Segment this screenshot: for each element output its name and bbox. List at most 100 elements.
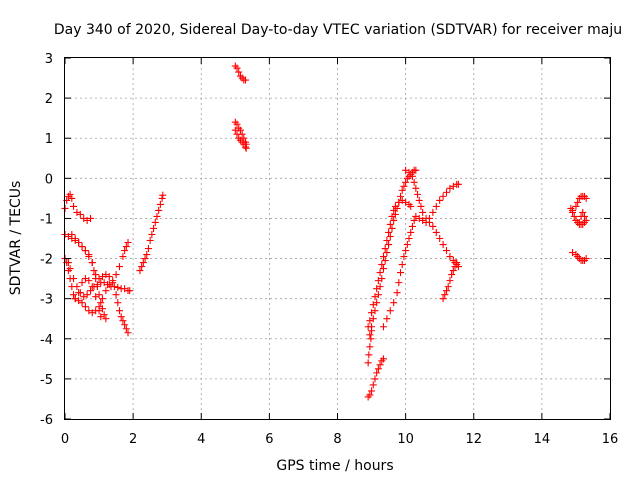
data-point (453, 259, 461, 267)
data-point (436, 235, 444, 242)
data-point (429, 222, 437, 230)
data-point (138, 263, 146, 271)
data-point (451, 263, 459, 271)
data-point (367, 335, 375, 343)
data-point (448, 271, 456, 279)
data-point (87, 214, 95, 222)
data-point (408, 172, 416, 180)
data-point (398, 261, 406, 269)
data-point (87, 287, 95, 295)
data-point (412, 184, 420, 192)
data-point (405, 235, 413, 242)
data-point (368, 387, 376, 395)
data-point (400, 253, 408, 261)
data-point (146, 237, 154, 245)
data-point (366, 343, 374, 351)
data-point (569, 206, 577, 214)
data-point (233, 64, 241, 72)
data-point (83, 291, 91, 299)
data-point (373, 369, 381, 377)
data-point (78, 299, 86, 307)
data-point (572, 202, 580, 210)
data-point (410, 178, 418, 186)
data-point (102, 315, 110, 323)
x-tick-label: 2 (129, 432, 137, 447)
data-point (365, 351, 373, 359)
data-point (124, 239, 132, 247)
data-series (231, 62, 250, 84)
data-point (81, 303, 89, 311)
data-series (569, 192, 590, 214)
data-point (381, 245, 389, 253)
x-tick-label: 6 (265, 432, 273, 447)
y-tick-label: -2 (40, 253, 53, 268)
data-point (439, 241, 447, 249)
data-point (403, 241, 411, 249)
data-point (71, 295, 79, 303)
data-point (70, 202, 78, 210)
data-point (155, 206, 163, 214)
data-point (582, 216, 590, 224)
data-point (231, 126, 239, 134)
data-series (231, 126, 250, 152)
data-point (235, 68, 243, 76)
data-point (78, 243, 86, 251)
data-point (444, 283, 452, 291)
data-point (379, 323, 387, 331)
data-point (383, 237, 391, 245)
x-tick-label: 0 (61, 432, 69, 447)
data-point (580, 212, 588, 220)
data-point (85, 277, 93, 285)
y-tick-label: 1 (45, 132, 53, 147)
data-point (78, 279, 86, 287)
data-point (143, 251, 151, 259)
data-point (156, 200, 164, 208)
data-point (66, 190, 74, 198)
data-point (85, 251, 93, 259)
data-series (439, 259, 461, 303)
y-tick-label: 2 (45, 92, 53, 107)
data-point (88, 259, 96, 267)
data-point (141, 255, 149, 263)
data-point (119, 317, 127, 325)
y-axis-label: SDTVAR / TECUs (8, 181, 24, 296)
data-series (136, 191, 167, 275)
data-series (575, 208, 590, 226)
data-point (407, 228, 415, 236)
data-series (68, 230, 132, 337)
data-point (393, 289, 401, 297)
data-point (98, 295, 106, 303)
data-point (369, 381, 377, 389)
data-point (95, 307, 103, 315)
data-point (112, 271, 120, 279)
data-point (383, 315, 391, 323)
data-point (114, 299, 122, 307)
data-point (369, 315, 377, 323)
data-point (390, 216, 398, 224)
data-point (379, 253, 387, 261)
data-point (422, 214, 430, 222)
data-point (407, 202, 415, 210)
data-point (436, 196, 444, 204)
data-point (393, 204, 401, 212)
data-point (398, 186, 406, 194)
data-point (105, 273, 113, 281)
data-point (144, 245, 152, 253)
data-point (75, 239, 83, 247)
x-tick-label: 16 (602, 432, 619, 447)
data-point (68, 230, 76, 238)
data-point (385, 228, 393, 236)
data-point (410, 216, 418, 224)
data-point (574, 198, 582, 206)
data-point (233, 120, 241, 128)
data-point (153, 212, 161, 220)
data-point (432, 202, 440, 210)
data-point (405, 168, 413, 176)
y-tick-label: -1 (40, 212, 53, 227)
data-series (366, 166, 420, 339)
data-point (90, 267, 98, 275)
data-point (368, 327, 376, 335)
data-point (374, 365, 382, 373)
data-point (97, 313, 105, 321)
data-point (443, 247, 450, 255)
